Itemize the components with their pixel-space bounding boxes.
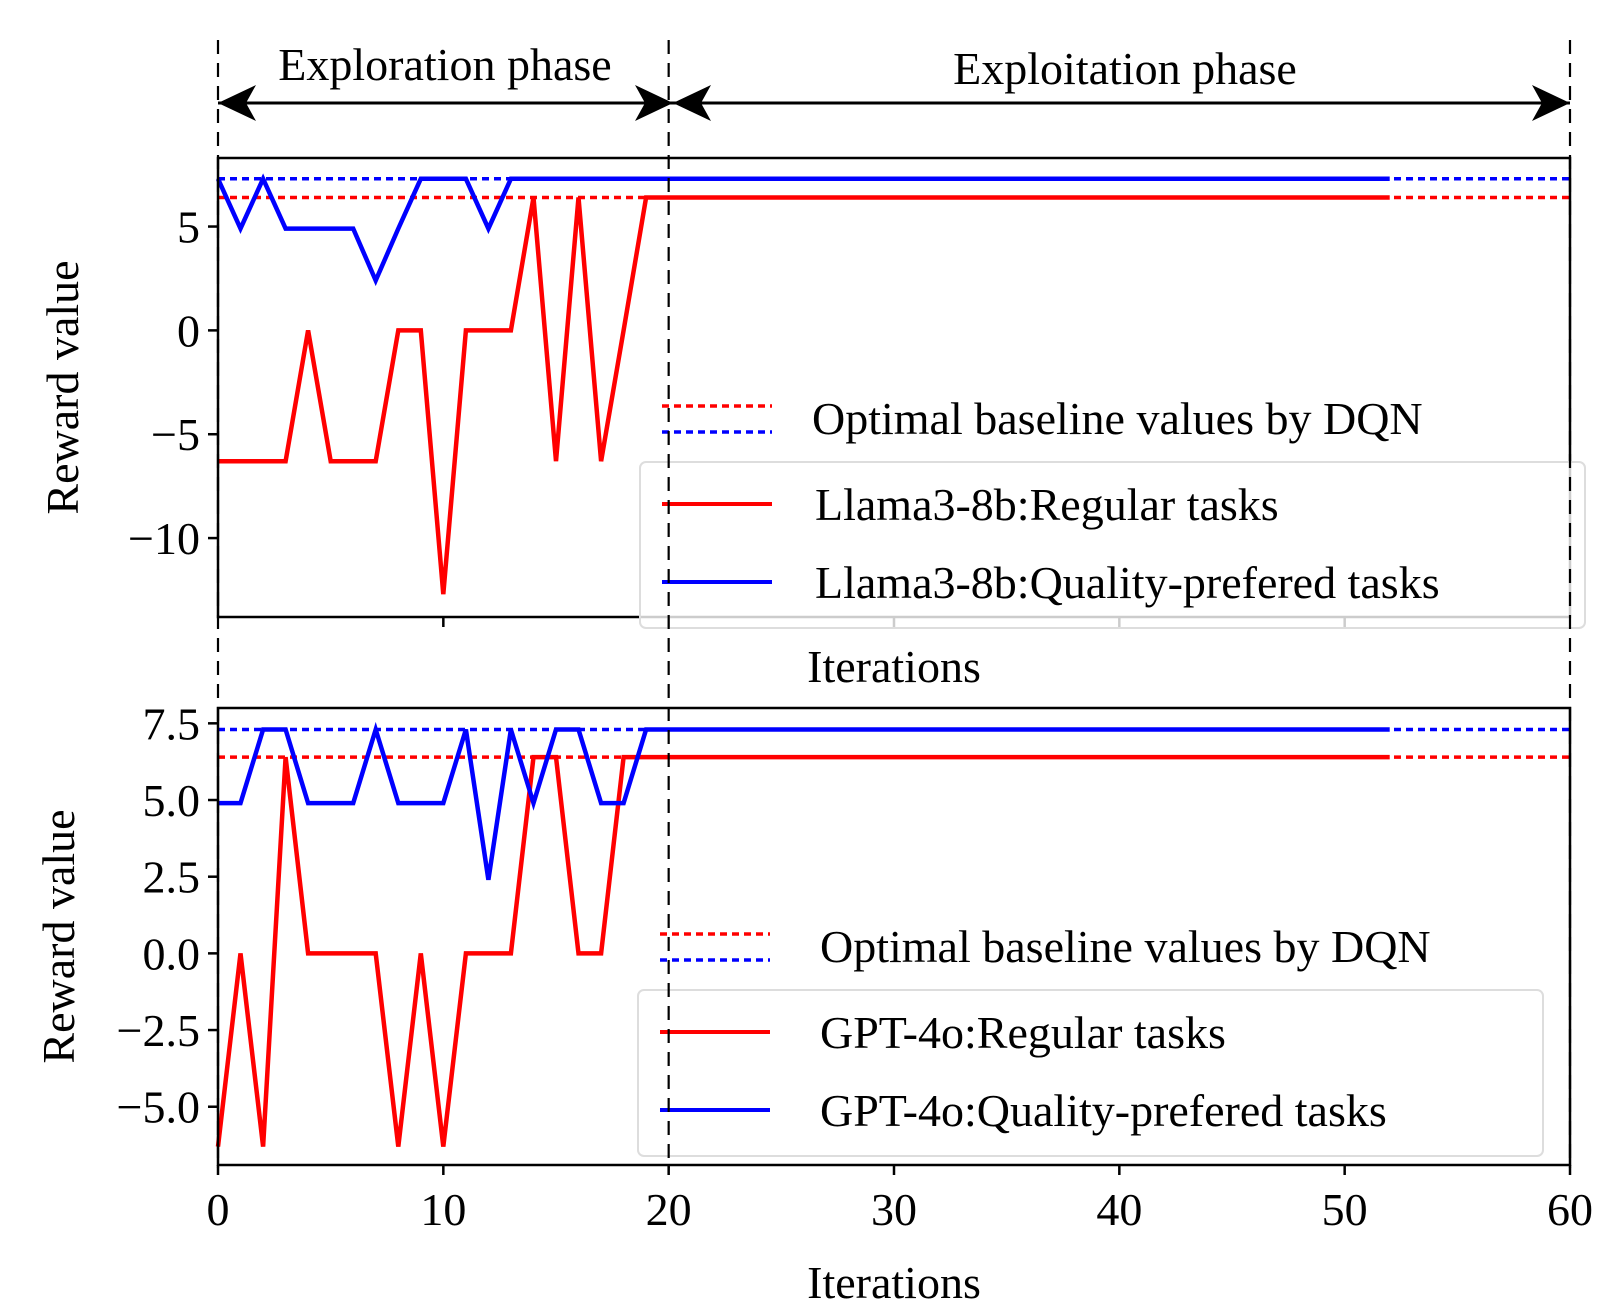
bottom-series-lines [215,721,1390,1147]
bottom-series-quality-line [218,721,1390,881]
top-ytick-label: 0 [177,305,200,356]
bottom-axes-frame [216,706,1572,1167]
bottom-ytick-label: 2.5 [143,852,201,903]
top-series-lines [215,173,1390,595]
bottom-xtick-label: 50 [1322,1184,1368,1235]
top-y-axis-label: Reward value [37,260,88,514]
bottom-ytick-label: −5.0 [117,1082,200,1133]
top-legend-quality-label: Llama3-8b:Quality-prefered tasks [815,557,1440,608]
bottom-xtick-label: 10 [420,1184,466,1235]
top-series-regular-line [218,195,1390,595]
bottom-ytick-label: 5.0 [143,775,201,826]
top-legend-regular-label: Llama3-8b:Regular tasks [815,479,1279,530]
top-chart-panel: −10 −5 0 5 Reward value Iterations Optimal … [37,156,1586,692]
exploitation-phase-label: Exploitation phase [953,43,1297,94]
bottom-ytick-label: 7.5 [143,698,201,749]
phase-header: Exploration phase Exploitation phase [218,39,1570,121]
bottom-legend-quality-label: GPT-4o:Quality-prefered tasks [820,1085,1387,1136]
phase-boundary-lines [216,40,1572,1168]
top-ytick-label: −10 [128,513,200,564]
bottom-ytick-label: −2.5 [117,1005,200,1056]
bottom-legend: Optimal baseline values by DQN GPT-4o:Re… [637,921,1544,1157]
top-legend: Optimal baseline values by DQN Llama3-8b… [639,393,1586,629]
bottom-xtick-label: 40 [1096,1184,1142,1235]
bottom-legend-baseline-label: Optimal baseline values by DQN [820,921,1431,972]
bottom-xtick-label: 60 [1547,1184,1593,1235]
top-legend-box [639,461,1586,629]
bottom-axis-ticks: −5.0 −2.5 0.0 2.5 5.0 7.5 0 10 20 30 40 50 60 [117,698,1593,1235]
bottom-legend-regular-label: GPT-4o:Regular tasks [820,1007,1226,1058]
bottom-y-axis-label: Reward value [33,809,84,1063]
bottom-legend-box [637,989,1544,1157]
exploration-phase-label: Exploration phase [278,39,611,90]
bottom-xtick-label: 0 [207,1184,230,1235]
bottom-series-regular-line [215,754,1390,1147]
bottom-baseline-lines [218,727,1570,759]
top-ytick-label: −5 [151,409,200,460]
top-x-axis-label: Iterations [807,641,981,692]
bottom-x-axis-label: Iterations [807,1257,981,1307]
bottom-chart-panel: −5.0 −2.5 0.0 2.5 5.0 7.5 0 10 20 30 40 50 60 Reward… [33,698,1593,1307]
bottom-xtick-label: 20 [646,1184,692,1235]
top-series-quality-line [215,173,1390,287]
bottom-ytick-label: 0.0 [143,928,201,979]
bottom-xtick-label: 30 [871,1184,917,1235]
top-legend-baseline-label: Optimal baseline values by DQN [812,393,1423,444]
top-ytick-label: 5 [177,202,200,253]
